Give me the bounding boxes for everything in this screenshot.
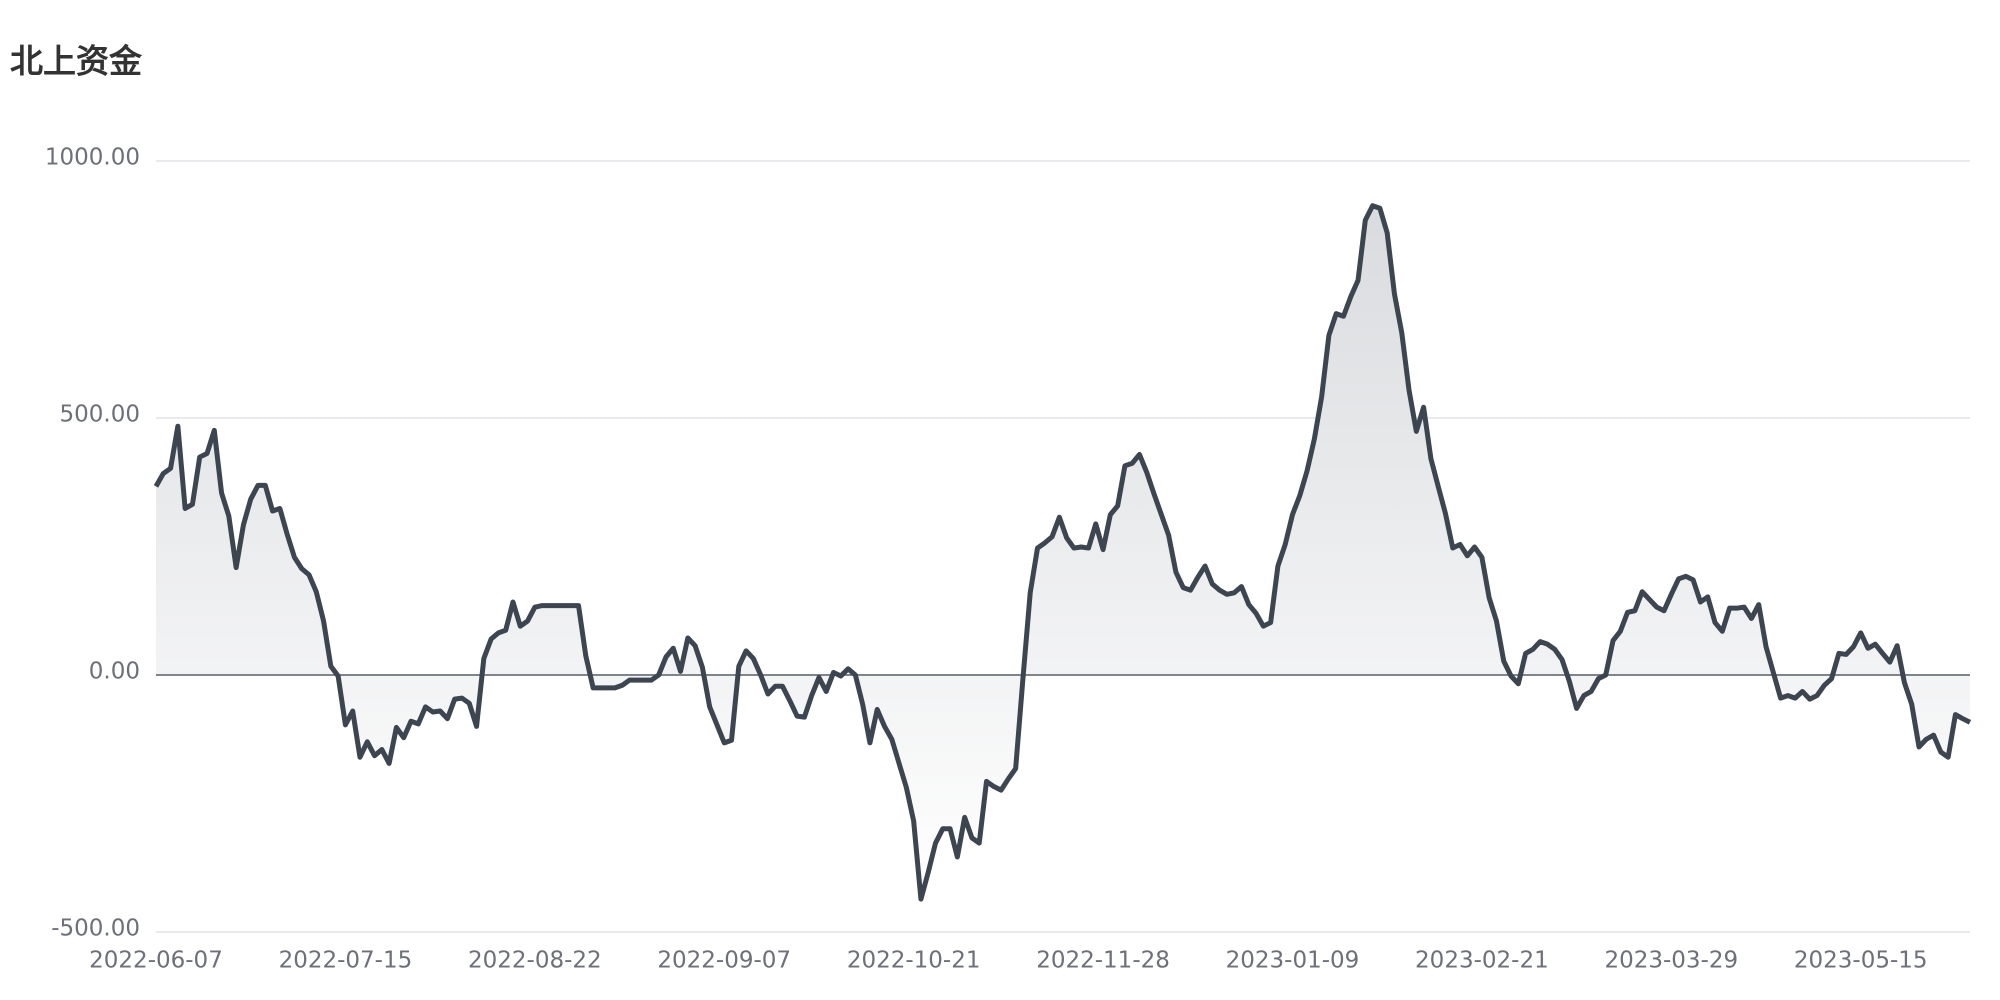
x-tick-label: 2023-05-15	[1794, 948, 1928, 974]
x-tick-label: 2022-11-28	[1036, 948, 1170, 974]
x-tick-label: 2022-07-15	[279, 948, 413, 974]
y-tick-label: 1000.00	[45, 145, 140, 171]
axes: -500.00 0.00 500.00 1000.00 2022-06-07 2022-0…	[45, 145, 1928, 974]
area	[156, 205, 1970, 900]
x-tick-label: 2022-10-21	[847, 948, 981, 974]
x-tick-label: 2023-01-09	[1226, 948, 1360, 974]
chart-title: 北上资金	[10, 42, 143, 81]
x-tick-label: 2022-06-07	[89, 948, 223, 974]
x-tick-label: 2023-02-21	[1415, 948, 1549, 974]
plot	[153, 203, 1972, 902]
x-tick-label: 2022-09-07	[657, 948, 791, 974]
y-tick-label: 500.00	[60, 402, 140, 428]
y-tick-label: 0.00	[89, 659, 140, 685]
line	[153, 203, 1972, 902]
x-tick-label: 2022-08-22	[468, 948, 602, 974]
x-tick-label: 2023-03-29	[1604, 948, 1738, 974]
y-tick-label: -500.00	[51, 916, 140, 942]
